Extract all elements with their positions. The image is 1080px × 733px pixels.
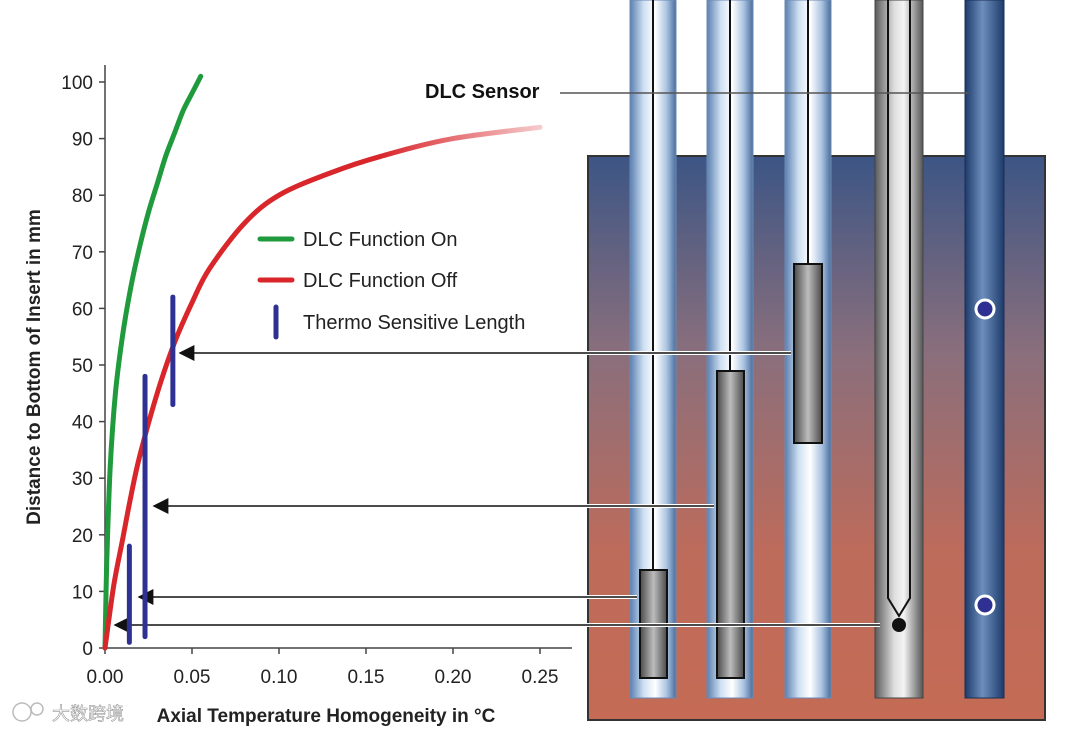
y-tick-label: 20 (72, 526, 93, 547)
probe-element-3 (793, 263, 823, 444)
probe-element-2 (716, 370, 745, 679)
chart: 0 10 20 30 40 50 60 70 80 90 100 0.00 0.05 0.10 0.15 0.… (24, 65, 572, 727)
y-tick-label: 70 (72, 243, 93, 264)
y-tick-label: 60 (72, 299, 93, 320)
series-line-dlc-off (102, 124, 543, 651)
legend-label-thermo: Thermo Sensitive Length (303, 312, 525, 334)
tube-5-dlc (964, 0, 1005, 699)
insert-illustration: DLC Sensor (425, 0, 1046, 721)
watermark-logo-icon (12, 702, 32, 722)
legend-label-dlc-on: DLC Function On (303, 229, 458, 251)
y-tick-label: 10 (72, 582, 93, 603)
tube-1 (629, 0, 677, 699)
tube-2 (706, 0, 754, 699)
x-tick-label: 0.20 (435, 667, 472, 688)
x-tick-label: 0.15 (348, 667, 385, 688)
x-tick-label: 0.00 (87, 667, 124, 688)
y-tick-label: 100 (61, 73, 93, 94)
watermark: 大数跨境 (12, 702, 124, 725)
tube-4 (874, 0, 924, 699)
dlc-sensor-point-upper (974, 298, 996, 320)
dlc-sensor-label: DLC Sensor (425, 81, 540, 103)
watermark-text: 大数跨境 (52, 704, 124, 725)
legend: DLC Function On DLC Function Off Thermo … (257, 229, 525, 340)
chart-series (102, 73, 543, 651)
tube-3 (784, 0, 832, 699)
x-axis-title: Axial Temperature Homogeneity in °C (157, 706, 496, 727)
x-tick-label: 0.05 (174, 667, 211, 688)
thermo-sensitive-length-bars (126, 294, 176, 645)
legend-label-dlc-off: DLC Function Off (303, 270, 458, 292)
y-tick-label: 90 (72, 130, 93, 151)
y-tick-label: 0 (82, 639, 93, 660)
y-axis-title: Distance to Bottom of Insert in mm (24, 209, 45, 525)
y-tick-label: 30 (72, 469, 93, 490)
y-tick-label: 40 (72, 413, 93, 434)
x-tick-label: 0.10 (261, 667, 298, 688)
connection-arrows (113, 345, 880, 633)
probe-tip-dot (892, 618, 906, 632)
series-line-dlc-on (102, 73, 204, 651)
y-tick-label: 80 (72, 186, 93, 207)
chart-axes: 0 10 20 30 40 50 60 70 80 90 100 0.00 0.05 0.10 0.15 0.… (61, 65, 572, 688)
y-tick-label: 50 (72, 356, 93, 377)
x-tick-label: 0.25 (522, 667, 559, 688)
dlc-sensor-point-lower (974, 594, 996, 616)
